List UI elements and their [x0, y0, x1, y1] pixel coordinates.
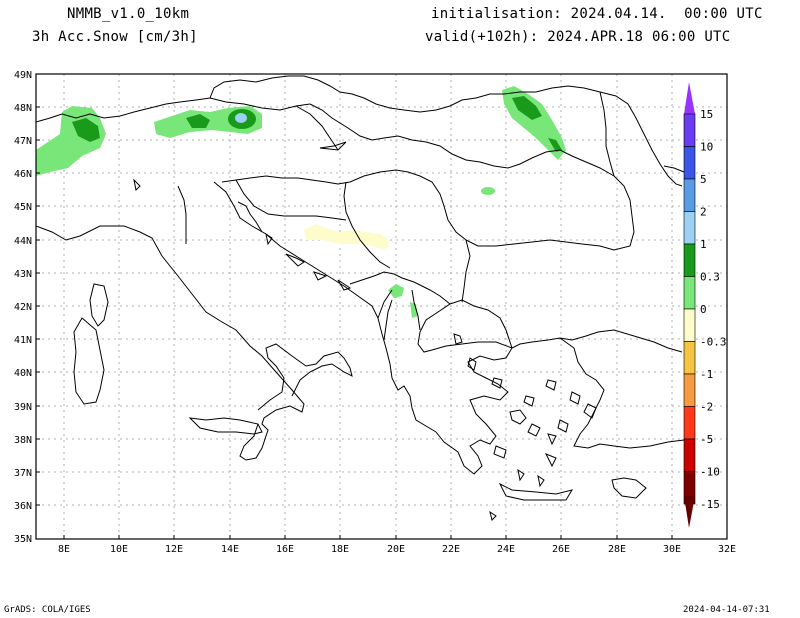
- lon-label: 24E: [497, 544, 515, 555]
- latitude-labels: 49N 48N 47N 46N 45N 44N 43N 42N 41N 40N …: [14, 70, 32, 545]
- lon-label: 30E: [663, 544, 681, 555]
- colorbar-bottom-arrow: [684, 496, 695, 528]
- colorbar-box: [683, 276, 696, 310]
- snow-area-romania-spot: [481, 187, 495, 195]
- lat-label: 49N: [14, 70, 32, 81]
- lon-label: 28E: [608, 544, 626, 555]
- lat-label: 38N: [14, 435, 32, 446]
- lon-label: 16E: [276, 544, 294, 555]
- colorbar-box: [683, 373, 696, 407]
- snow-area-carpathians-core: [512, 96, 542, 120]
- snow-area-carpathians-south: [548, 138, 562, 152]
- grid-lines: [36, 74, 727, 539]
- footer-credit: GrADS: COLA/IGES: [4, 605, 91, 615]
- field-title: 3h Acc.Snow [cm/3h]: [32, 29, 198, 45]
- colorbar-label: 5: [700, 173, 707, 186]
- lat-label: 36N: [14, 501, 32, 512]
- lat-label: 48N: [14, 103, 32, 114]
- lat-label: 47N: [14, 136, 32, 147]
- snow-area-montenegro: [388, 284, 404, 298]
- colorbar-label: 2: [700, 206, 707, 219]
- colorbar-label: 0.3: [700, 271, 720, 284]
- colorbar-label: 15: [700, 108, 713, 121]
- lon-label: 18E: [331, 544, 349, 555]
- colorbar-box: [683, 406, 696, 440]
- lat-label: 46N: [14, 169, 32, 180]
- lon-label: 10E: [110, 544, 128, 555]
- colorbar-box: [683, 438, 696, 472]
- snow-area-alps-west-core: [72, 118, 100, 142]
- colorbar: 15 10 5 2 1 0.3 0 -0.3 -1 -2 -5 -10 -15: [683, 82, 727, 528]
- colorbar-label: -0.3: [700, 336, 727, 349]
- colorbar-label: 0: [700, 303, 707, 316]
- colorbar-box: [683, 178, 696, 212]
- snow-field: [36, 86, 566, 318]
- model-title: NMMB_v1.0_10km: [67, 6, 190, 22]
- valid-time: valid(+102h): 2024.APR.18 06:00 UTC: [425, 29, 731, 45]
- lat-label: 43N: [14, 269, 32, 280]
- colorbar-box: [683, 146, 696, 180]
- colorbar-top-arrow: [684, 82, 695, 114]
- colorbar-box: [683, 211, 696, 245]
- coastlines-borders: [36, 75, 685, 521]
- colorbar-label: -1: [700, 368, 713, 381]
- lon-label: 20E: [387, 544, 405, 555]
- colorbar-label: -5: [700, 433, 713, 446]
- colorbar-label: -10: [700, 466, 720, 479]
- snow-area-alps-east-core: [186, 114, 210, 128]
- colorbar-label: -2: [700, 401, 713, 414]
- colorbar-box: [683, 113, 696, 147]
- lon-label: 8E: [58, 544, 70, 555]
- snow-area-tauern-peak: [235, 113, 247, 123]
- colorbar-box: [683, 308, 696, 342]
- lon-label: 14E: [221, 544, 239, 555]
- lon-label: 32E: [718, 544, 736, 555]
- snow-area-albania: [410, 302, 418, 318]
- lat-label: 39N: [14, 402, 32, 413]
- colorbar-label: 1: [700, 238, 707, 251]
- melt-area-bosnia: [304, 224, 390, 250]
- lat-label: 41N: [14, 335, 32, 346]
- longitude-labels: 8E 10E 12E 14E 16E 18E 20E 22E 24E 26E 2…: [58, 544, 736, 555]
- lat-label: 40N: [14, 368, 32, 379]
- colorbar-label: 10: [700, 141, 713, 154]
- init-time: initialisation: 2024.04.14. 00:00 UTC: [431, 6, 763, 22]
- axis-ticks: [36, 106, 673, 539]
- colorbar-box: [683, 243, 696, 277]
- lat-label: 37N: [14, 468, 32, 479]
- lat-label: 42N: [14, 302, 32, 313]
- lon-label: 26E: [552, 544, 570, 555]
- lat-label: 45N: [14, 202, 32, 213]
- colorbar-label: -15: [700, 498, 720, 511]
- lat-label: 44N: [14, 236, 32, 247]
- lon-label: 22E: [442, 544, 460, 555]
- footer-timestamp: 2024-04-14-07:31: [683, 605, 770, 615]
- lon-label: 12E: [165, 544, 183, 555]
- lat-label: 35N: [14, 534, 32, 545]
- colorbar-box: [683, 341, 696, 375]
